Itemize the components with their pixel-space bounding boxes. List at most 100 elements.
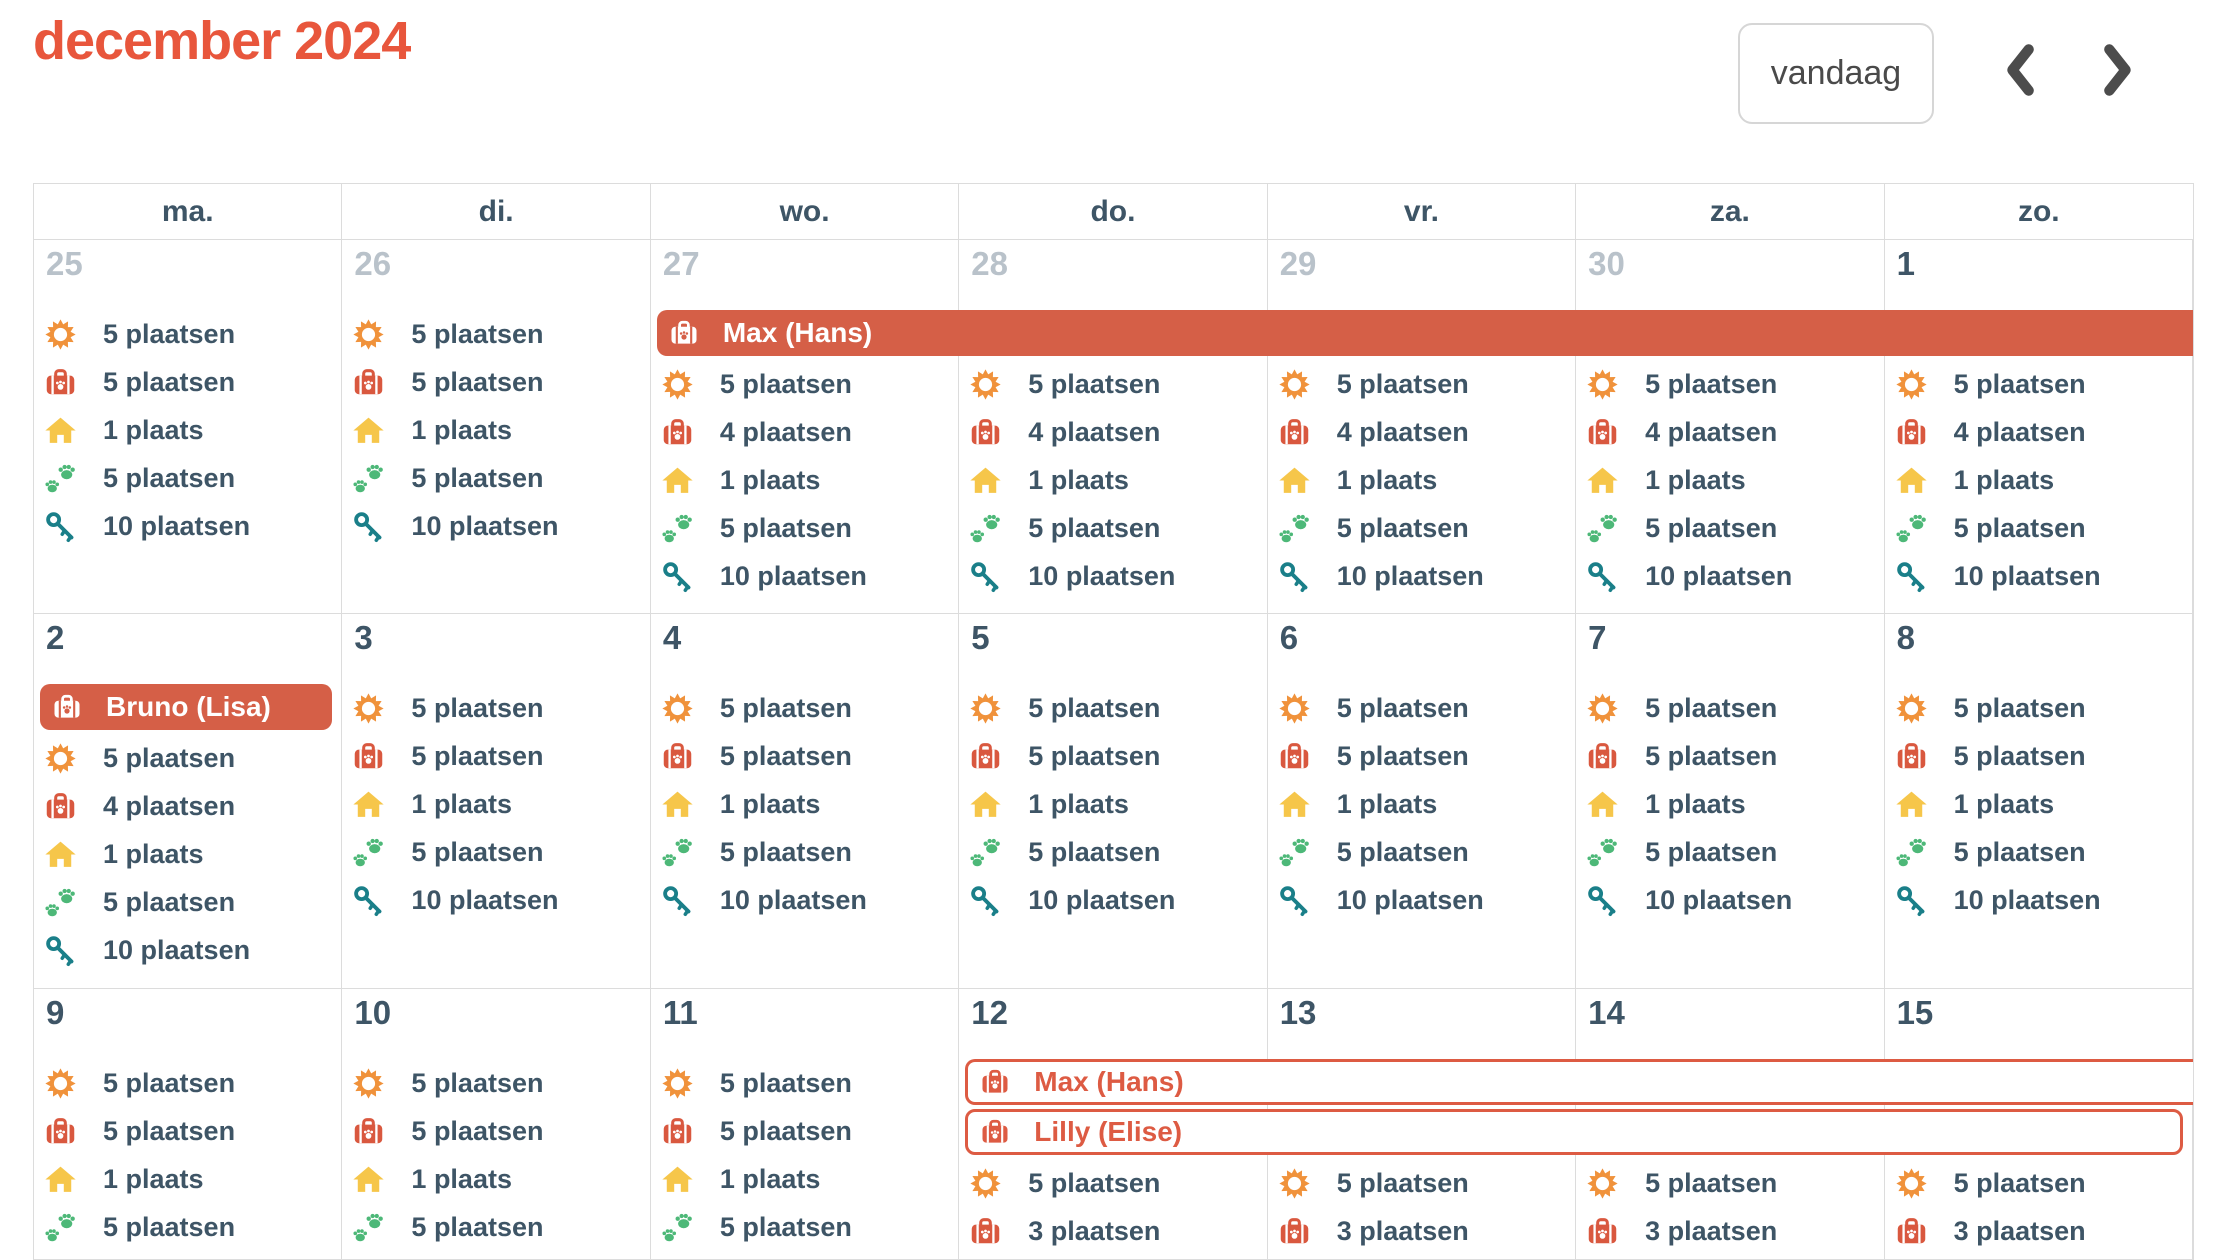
availability-item[interactable]: 5 plaatsen [34,454,341,502]
availability-item[interactable]: 5 plaatsen [1885,360,2192,408]
availability-item[interactable]: 1 plaats [1576,456,1883,504]
availability-item[interactable]: 5 plaatsen [959,732,1266,780]
availability-item[interactable]: 5 plaatsen [651,1107,958,1155]
availability-item[interactable]: 5 plaatsen [1885,684,2192,732]
availability-item[interactable]: 5 plaatsen [34,358,341,406]
today-button[interactable]: vandaag [1738,23,1934,124]
availability-item[interactable]: 4 plaatsen [959,408,1266,456]
day-cell[interactable]: 9 5 plaatsen 5 plaatsen 1 plaats 5 plaat… [34,989,343,1259]
availability-item[interactable]: 5 plaatsen [1885,732,2192,780]
availability-item[interactable]: 5 plaatsen [1268,1159,1575,1207]
availability-item[interactable]: 5 plaatsen [1576,684,1883,732]
day-cell[interactable]: 29 5 plaatsen 4 plaatsen 1 plaats 5 plaa… [1268,240,1577,613]
prev-month-button[interactable] [1992,42,2048,100]
availability-item[interactable]: 5 plaatsen [651,684,958,732]
availability-item[interactable]: 5 plaatsen [342,828,649,876]
availability-item[interactable]: 10 plaatsen [342,876,649,924]
availability-item[interactable]: 1 plaats [1885,780,2192,828]
event-bar[interactable]: Max (Hans) [965,1059,2193,1105]
day-cell[interactable]: 10 5 plaatsen 5 plaatsen 1 plaats 5 plaa… [342,989,651,1259]
day-cell[interactable]: 5 5 plaatsen 5 plaatsen 1 plaats 5 plaat… [959,614,1268,988]
availability-item[interactable]: 10 plaatsen [651,876,958,924]
day-cell[interactable]: 2 5 plaatsen 4 plaatsen 1 plaats 5 plaat… [34,614,343,988]
availability-item[interactable]: 5 plaatsen [1576,504,1883,552]
availability-item[interactable]: 1 plaats [34,1155,341,1203]
day-cell[interactable]: 14 5 plaatsen 3 plaatsen [1576,989,1885,1259]
availability-item[interactable]: 5 plaatsen [34,1107,341,1155]
availability-item[interactable]: 5 plaatsen [342,310,649,358]
day-cell[interactable]: 4 5 plaatsen 5 plaatsen 1 plaats 5 plaat… [651,614,960,988]
availability-item[interactable]: 10 plaatsen [959,876,1266,924]
availability-item[interactable]: 1 plaats [34,406,341,454]
availability-item[interactable]: 5 plaatsen [1885,1159,2192,1207]
availability-item[interactable]: 5 plaatsen [1885,828,2192,876]
availability-item[interactable]: 1 plaats [342,780,649,828]
day-cell[interactable]: 1 5 plaatsen 4 plaatsen 1 plaats 5 plaat… [1885,240,2193,613]
event-bar[interactable]: Bruno (Lisa) [40,684,333,730]
availability-item[interactable]: 5 plaatsen [1268,732,1575,780]
availability-item[interactable]: 5 plaatsen [1576,1159,1883,1207]
availability-item[interactable]: 5 plaatsen [1576,360,1883,408]
availability-item[interactable]: 4 plaatsen [651,408,958,456]
availability-item[interactable]: 5 plaatsen [34,1203,341,1251]
availability-item[interactable]: 3 plaatsen [1268,1207,1575,1255]
availability-item[interactable]: 5 plaatsen [342,358,649,406]
availability-item[interactable]: 5 plaatsen [651,1059,958,1107]
availability-item[interactable]: 1 plaats [1268,780,1575,828]
availability-item[interactable]: 5 plaatsen [651,732,958,780]
availability-item[interactable]: 1 plaats [1268,456,1575,504]
availability-item[interactable]: 5 plaatsen [342,454,649,502]
availability-item[interactable]: 10 plaatsen [34,502,341,550]
day-cell[interactable]: 25 5 plaatsen 5 plaatsen 1 plaats 5 plaa… [34,240,343,613]
availability-item[interactable]: 3 plaatsen [1576,1207,1883,1255]
availability-item[interactable]: 5 plaatsen [959,360,1266,408]
day-cell[interactable]: 7 5 plaatsen 5 plaatsen 1 plaats 5 plaat… [1576,614,1885,988]
availability-item[interactable]: 5 plaatsen [1576,828,1883,876]
availability-item[interactable]: 5 plaatsen [342,732,649,780]
availability-item[interactable]: 1 plaats [959,780,1266,828]
availability-item[interactable]: 5 plaatsen [651,828,958,876]
availability-item[interactable]: 5 plaatsen [651,504,958,552]
availability-item[interactable]: 5 plaatsen [959,684,1266,732]
availability-item[interactable]: 10 plaatsen [1885,552,2192,600]
availability-item[interactable]: 1 plaats [651,1155,958,1203]
availability-item[interactable]: 1 plaats [342,1155,649,1203]
availability-item[interactable]: 5 plaatsen [651,1203,958,1251]
availability-item[interactable]: 3 plaatsen [959,1207,1266,1255]
availability-item[interactable]: 5 plaatsen [1268,504,1575,552]
availability-item[interactable]: 5 plaatsen [959,1159,1266,1207]
availability-item[interactable]: 4 plaatsen [1268,408,1575,456]
availability-item[interactable]: 1 plaats [342,406,649,454]
availability-item[interactable]: 10 plaatsen [34,926,341,974]
day-cell[interactable]: 27 5 plaatsen 4 plaatsen 1 plaats 5 plaa… [651,240,960,613]
event-bar[interactable]: Lilly (Elise) [965,1109,2183,1155]
availability-item[interactable]: 4 plaatsen [34,782,341,830]
availability-item[interactable]: 1 plaats [34,830,341,878]
day-cell[interactable]: 11 5 plaatsen 5 plaatsen 1 plaats 5 plaa… [651,989,960,1259]
availability-item[interactable]: 10 plaatsen [1885,876,2192,924]
day-cell[interactable]: 8 5 plaatsen 5 plaatsen 1 plaats 5 plaat… [1885,614,2193,988]
availability-item[interactable]: 10 plaatsen [342,502,649,550]
availability-item[interactable]: 10 plaatsen [1576,552,1883,600]
day-cell[interactable]: 26 5 plaatsen 5 plaatsen 1 plaats 5 plaa… [342,240,651,613]
availability-item[interactable]: 5 plaatsen [1885,504,2192,552]
availability-item[interactable]: 5 plaatsen [1576,732,1883,780]
availability-item[interactable]: 4 plaatsen [1576,408,1883,456]
availability-item[interactable]: 5 plaatsen [342,684,649,732]
availability-item[interactable]: 5 plaatsen [959,828,1266,876]
availability-item[interactable]: 5 plaatsen [1268,360,1575,408]
availability-item[interactable]: 4 plaatsen [1885,408,2192,456]
availability-item[interactable]: 5 plaatsen [34,1059,341,1107]
next-month-button[interactable] [2090,42,2146,100]
day-cell[interactable]: 6 5 plaatsen 5 plaatsen 1 plaats 5 plaat… [1268,614,1577,988]
availability-item[interactable]: 10 plaatsen [1268,876,1575,924]
availability-item[interactable]: 1 plaats [1885,456,2192,504]
availability-item[interactable]: 5 plaatsen [959,504,1266,552]
availability-item[interactable]: 5 plaatsen [34,310,341,358]
availability-item[interactable]: 1 plaats [651,780,958,828]
availability-item[interactable]: 5 plaatsen [342,1059,649,1107]
availability-item[interactable]: 5 plaatsen [651,360,958,408]
day-cell[interactable]: 13 5 plaatsen 3 plaatsen [1268,989,1577,1259]
day-cell[interactable]: 28 5 plaatsen 4 plaatsen 1 plaats 5 plaa… [959,240,1268,613]
availability-item[interactable]: 1 plaats [651,456,958,504]
